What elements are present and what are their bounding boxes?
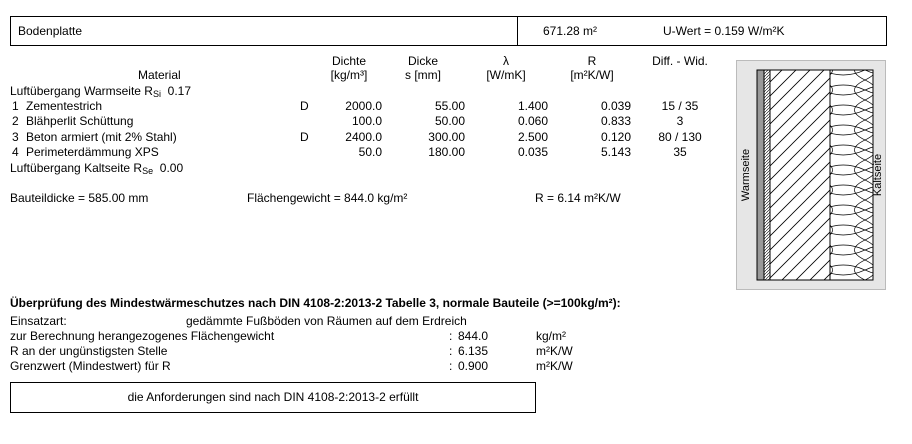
col-unit: [kg/m³] — [330, 68, 368, 82]
check-value: 0.900 — [458, 359, 489, 373]
row-no: 4 — [12, 144, 19, 159]
subscript: Se — [142, 166, 154, 176]
cell-lambda: 0.060 — [517, 114, 548, 129]
row-no: 3 — [12, 129, 19, 144]
cell-density: 50.0 — [358, 144, 382, 159]
row-flag: D — [300, 129, 309, 144]
summary-thickness: Bauteildicke = 585.00 mm — [10, 191, 149, 205]
result: die Anforderungen sind nach DIN 4108-2:2… — [127, 390, 419, 404]
cell-r: 0.120 — [600, 129, 631, 144]
cell-lambda: 0.035 — [517, 144, 548, 159]
label: Luftübergang Warmseite R — [10, 84, 153, 98]
u-value: U-Wert = 0.159 W/m²K — [663, 24, 785, 38]
cold-side: Luftübergang Kaltseite RSe 0.00 — [10, 161, 183, 178]
area: 671.28 m² — [543, 24, 598, 38]
col-header: Material — [138, 68, 181, 82]
row-name: Beton armiert (mit 2% Stahl) — [26, 129, 177, 144]
check-label: zur Berechnung herangezogenes Flächengew… — [10, 329, 275, 343]
row-name: Blähperlit Schüttung — [26, 114, 134, 129]
col-header: R — [587, 54, 597, 68]
row-no: 2 — [12, 114, 19, 129]
cell-lambda: 1.400 — [517, 99, 548, 113]
separator: : — [449, 329, 453, 343]
check-unit: kg/m² — [536, 329, 566, 343]
cell-thickness: 50.00 — [434, 114, 465, 129]
result-box — [10, 382, 536, 413]
header-box — [10, 16, 887, 46]
check-label: Grenzwert (Mindestwert) für R — [10, 359, 171, 373]
usage-label: Einsatzart: — [10, 314, 67, 328]
col-unit: [m²K/W] — [570, 68, 614, 82]
col-unit: [W/mK] — [486, 68, 526, 82]
value: 0.17 — [167, 84, 192, 98]
title: Bodenplatte — [18, 24, 83, 38]
warm-side: Luftübergang Warmseite RSi 0.17 — [10, 84, 191, 101]
row-name: Perimeterdämmung XPS — [26, 144, 159, 159]
check-value: 844.0 — [458, 329, 489, 343]
cell-diff: 15 / 35 — [661, 99, 699, 113]
cell-diff: 35 — [673, 144, 687, 159]
cold-label: Kaltseite — [872, 154, 884, 196]
check-unit: m²K/W — [536, 344, 573, 358]
cell-r: 0.039 — [600, 99, 631, 113]
label: Luftübergang Kaltseite R — [10, 161, 143, 175]
cell-r: 0.833 — [600, 114, 631, 129]
check-label: R an der ungünstigsten Stelle — [10, 344, 168, 358]
header-divider — [517, 16, 518, 46]
col-unit: s [mm] — [405, 68, 441, 82]
col-header: Dicke — [407, 54, 438, 68]
usage: gedämmte Fußböden von Räumen auf dem Erd… — [186, 314, 467, 328]
row-no: 1 — [12, 99, 19, 113]
col-header: λ — [503, 54, 509, 68]
check-value: 6.135 — [458, 344, 489, 358]
summary-weight: Flächengewicht = 844.0 kg/m² — [247, 191, 408, 205]
row-name: Zementestrich — [26, 99, 103, 113]
summary-r: R = 6.14 m²K/W — [535, 191, 621, 205]
cell-thickness: 55.00 — [434, 99, 465, 113]
cell-diff: 80 / 130 — [658, 129, 702, 144]
layer-diagram: Warmseite Kaltseite — [736, 60, 886, 290]
check-unit: m²K/W — [536, 359, 573, 373]
cell-r: 5.143 — [600, 144, 631, 159]
subscript: Si — [152, 89, 161, 99]
value: 0.00 — [159, 161, 184, 175]
cell-density: 2000.0 — [345, 99, 382, 113]
col-header: Diff. - Wid. — [652, 54, 708, 68]
cell-thickness: 180.00 — [428, 144, 465, 159]
cell-diff: 3 — [676, 114, 684, 129]
cell-density: 2400.0 — [345, 129, 382, 144]
cell-density: 100.0 — [351, 114, 382, 129]
row-flag: D — [300, 99, 309, 113]
check-title: Überprüfung des Mindestwärmeschutzes nac… — [10, 296, 621, 310]
separator: : — [449, 344, 453, 358]
col-header: Dichte — [331, 54, 366, 68]
separator: : — [449, 359, 453, 373]
cell-lambda: 2.500 — [517, 129, 548, 144]
cell-thickness: 300.00 — [428, 129, 465, 144]
warm-label: Warmseite — [740, 149, 752, 201]
